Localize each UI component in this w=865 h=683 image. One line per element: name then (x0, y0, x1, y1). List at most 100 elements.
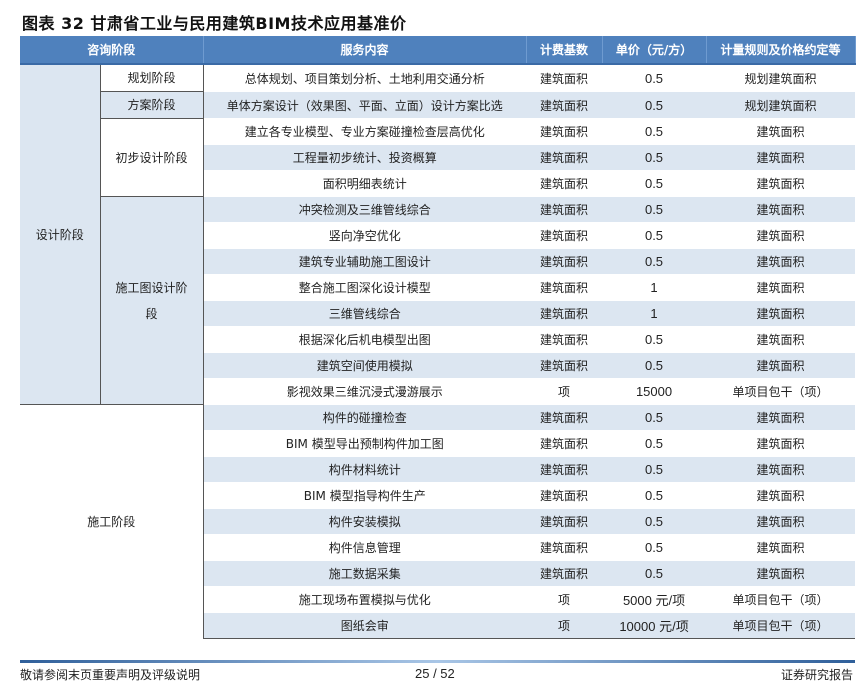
price-cell: 0.5 (602, 170, 707, 197)
table-row: 图纸会审项 10000 元/项 单项目包干（项） (20, 612, 856, 639)
rule-cell: 单项目包干（项） (706, 378, 856, 405)
basis-cell: 建筑面积 (526, 222, 603, 249)
service-cell: 图纸会审 (203, 612, 527, 639)
table-row: 构件安装模拟 建筑面积 0.5 建筑面积 (20, 508, 856, 535)
rule-cell: 建筑面积 (706, 404, 856, 431)
table-row: 施工图设计阶段 冲突检测及三维管线综合 建筑面积 0.5 建筑面积 (20, 196, 856, 405)
header-basis: 计费基数 (526, 36, 603, 65)
price-cell: 0.5 (602, 326, 707, 353)
rule-cell: 建筑面积 (706, 248, 856, 275)
basis-cell: 建筑面积 (526, 170, 603, 197)
footer-divider (20, 660, 855, 663)
phase-design: 设计阶段 (20, 63, 101, 405)
rule-cell: 单项目包干（项） (706, 612, 856, 639)
basis-cell: 建筑面积 (526, 91, 603, 119)
price-cell: 0.5 (602, 482, 707, 509)
price-cell: 0.5 (602, 118, 707, 145)
price-cell: 0.5 (602, 404, 707, 431)
footer-report-type: 证券研究报告 (780, 668, 853, 682)
service-cell: BIM 模型指导构件生产 (203, 482, 527, 509)
table-row: 面积明细表统计 建筑面积 0.5 建筑面积 (20, 170, 856, 197)
basis-cell: 项 (526, 378, 603, 405)
basis-cell: 建筑面积 (526, 404, 603, 431)
subphase-cell: 施工图设计阶段 (100, 196, 204, 405)
basis-cell: 建筑面积 (526, 482, 603, 509)
table-row: 施工数据采集 建筑面积 0.5 建筑面积 (20, 560, 856, 587)
figure-title: 图表 32 甘肃省工业与民用建筑BIM技术应用基准价 (22, 14, 407, 33)
basis-cell: 建筑面积 (526, 118, 603, 145)
basis-cell: 建筑面积 (526, 352, 603, 379)
phase-construction: 施工阶段 (20, 404, 204, 639)
service-cell: 建筑专业辅助施工图设计 (203, 248, 527, 275)
rule-cell: 建筑面积 (706, 430, 856, 457)
rule-cell: 单项目包干（项） (706, 586, 856, 613)
header-phase: 咨询阶段 (20, 36, 204, 65)
table-row: 三维管线综合 建筑面积 1 建筑面积 (20, 300, 856, 327)
price-cell: 0.5 (602, 248, 707, 275)
basis-cell: 建筑面积 (526, 196, 603, 223)
service-cell: 竖向净空优化 (203, 222, 527, 249)
header-service: 服务内容 (203, 36, 527, 65)
table-row: 竖向净空优化 建筑面积 0.5 建筑面积 (20, 222, 856, 249)
basis-cell: 建筑面积 (526, 430, 603, 457)
price-cell: 1 (602, 274, 707, 301)
footer-disclaimer: 敬请参阅末页重要声明及评级说明 (20, 668, 201, 682)
table-row: BIM 模型导出预制构件加工图 建筑面积 0.5 建筑面积 (20, 430, 856, 457)
service-cell: 冲突检测及三维管线综合 (203, 196, 527, 223)
rule-cell: 建筑面积 (706, 144, 856, 171)
price-cell: 0.5 (602, 534, 707, 561)
table-row: 设计阶段 规划阶段 总体规划、项目策划分析、土地利用交通分析 建筑面积 0.5 规划建筑面… (20, 63, 856, 405)
price-cell: 0.5 (602, 508, 707, 535)
price-cell: 0.5 (602, 91, 707, 119)
service-cell: 单体方案设计（效果图、平面、立面）设计方案比选 (203, 91, 527, 119)
basis-cell: 建筑面积 (526, 560, 603, 587)
service-cell: 三维管线综合 (203, 300, 527, 327)
service-cell: 影视效果三维沉浸式漫游展示 (203, 378, 527, 405)
service-cell: 构件材料统计 (203, 456, 527, 483)
rule-cell: 建筑面积 (706, 560, 856, 587)
table-row: 影视效果三维沉浸式漫游展示项 15000 单项目包干（项） (20, 378, 856, 405)
subphase-cell: 方案阶段 (100, 91, 204, 119)
price-cell: 1 (602, 300, 707, 327)
header-rule: 计量规则及价格约定等 (706, 36, 856, 65)
basis-cell: 项 (526, 612, 603, 639)
subphase-cell: 初步设计阶段 (100, 118, 204, 197)
price-cell: 0.5 (602, 144, 707, 171)
table-row: 根据深化后机电模型出图 建筑面积 0.5 建筑面积 (20, 326, 856, 353)
service-cell: BIM 模型导出预制构件加工图 (203, 430, 527, 457)
rule-cell: 建筑面积 (706, 534, 856, 561)
service-cell: 施工现场布置模拟与优化 (203, 586, 527, 613)
table-header: 咨询阶段 服务内容 计费基数 单价（元/方） 计量规则及价格约定等 (20, 36, 856, 65)
service-cell: 建筑空间使用模拟 (203, 352, 527, 379)
table-row: 初步设计阶段 建立各专业模型、专业方案碰撞检查层高优化 建筑面积 0.5 建筑面积 (20, 118, 856, 197)
header-price: 单价（元/方） (602, 36, 707, 65)
subphase-cell: 规划阶段 (100, 63, 204, 92)
table-row: 方案阶段 单体方案设计（效果图、平面、立面）设计方案比选 建筑面积 0.5 规划建筑面积 (20, 91, 856, 119)
price-cell: 5000 元/项 (602, 586, 707, 613)
table-row: 构件信息管理 建筑面积 0.5 建筑面积 (20, 534, 856, 561)
service-cell: 建立各专业模型、专业方案碰撞检查层高优化 (203, 118, 527, 145)
price-cell: 0.5 (602, 560, 707, 587)
rule-cell: 建筑面积 (706, 326, 856, 353)
service-cell: 构件的碰撞检查 (203, 404, 527, 431)
price-cell: 0.5 (602, 222, 707, 249)
price-cell: 0.5 (602, 63, 707, 92)
rule-cell: 规划建筑面积 (706, 91, 856, 119)
service-cell: 构件信息管理 (203, 534, 527, 561)
basis-cell: 建筑面积 (526, 274, 603, 301)
service-cell: 构件安装模拟 (203, 508, 527, 535)
price-cell: 0.5 (602, 430, 707, 457)
service-cell: 整合施工图深化设计模型 (203, 274, 527, 301)
table-row: 工程量初步统计、投资概算 建筑面积 0.5 建筑面积 (20, 144, 856, 171)
rule-cell: 规划建筑面积 (706, 63, 856, 92)
rule-cell: 建筑面积 (706, 222, 856, 249)
page-number: 25 / 52 (415, 666, 455, 681)
price-cell: 0.5 (602, 352, 707, 379)
rule-cell: 建筑面积 (706, 196, 856, 223)
basis-cell: 建筑面积 (526, 144, 603, 171)
rule-cell: 建筑面积 (706, 300, 856, 327)
price-cell: 10000 元/项 (602, 612, 707, 639)
basis-cell: 建筑面积 (526, 534, 603, 561)
rule-cell: 建筑面积 (706, 118, 856, 145)
price-cell: 0.5 (602, 456, 707, 483)
